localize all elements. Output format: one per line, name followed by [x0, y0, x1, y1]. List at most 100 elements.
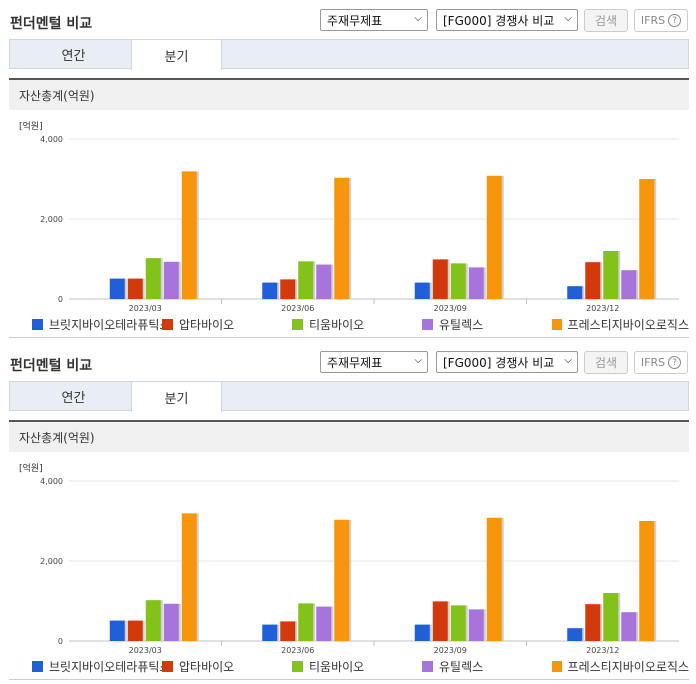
- statement-select[interactable]: 주재무제표 ⌵: [320, 351, 428, 373]
- bar: [298, 603, 314, 641]
- bar: [109, 278, 125, 299]
- legend-item[interactable]: 프레스티지바이오로직스: [552, 316, 689, 333]
- legend-label: 프레스티지바이오로직스: [567, 318, 689, 332]
- x-tick-label: 2023/03: [129, 304, 162, 313]
- y-tick-label: 4,000: [40, 477, 63, 486]
- legend-item[interactable]: 유틸렉스: [422, 316, 483, 333]
- legend-label: 유틸렉스: [439, 318, 484, 332]
- chart-header: 자산총계(억원): [9, 80, 689, 110]
- help-icon: ?: [668, 14, 682, 27]
- tab-annual[interactable]: 연간: [61, 390, 86, 406]
- x-tick-label: 2023/09: [434, 646, 467, 655]
- chevron-down-icon: ⌵: [414, 13, 422, 24]
- y-tick-label: 0: [58, 295, 63, 304]
- legend-item[interactable]: 브릿지바이오테라퓨틱스: [32, 658, 170, 675]
- bar: [163, 603, 179, 641]
- search-button[interactable]: 검색: [584, 351, 628, 374]
- bar: [280, 621, 296, 641]
- x-tick-label: 2023/06: [281, 646, 314, 655]
- bar: [432, 601, 448, 641]
- y-tick-label: 4,000: [40, 135, 63, 144]
- bar: [145, 258, 161, 299]
- help-icon: ?: [668, 356, 682, 369]
- legend-label: 티움바이오: [309, 660, 365, 674]
- legend-item[interactable]: 티움바이오: [292, 316, 364, 333]
- peer-select[interactable]: [FG000] 경쟁사 비교 ⌵: [436, 351, 578, 373]
- ifrs-help-button[interactable]: IFRS ?: [634, 9, 688, 32]
- period-tabs: 연간 분기: [9, 381, 689, 412]
- bar: [450, 605, 466, 641]
- legend-item[interactable]: 프레스티지바이오로직스: [552, 658, 689, 675]
- peer-select[interactable]: [FG000] 경쟁사 비교 ⌵: [436, 9, 578, 31]
- bar: [181, 171, 197, 299]
- y-tick-label: 0: [58, 637, 63, 646]
- tab-quarterly[interactable]: 분기: [131, 381, 222, 412]
- legend-item[interactable]: 브릿지바이오테라퓨틱스: [32, 316, 170, 333]
- x-tick-label: 2023/03: [129, 646, 162, 655]
- bar: [181, 513, 197, 641]
- bar: [603, 251, 619, 299]
- fundamental-panel-2: 펀더멘털 비교 주재무제표 ⌵ [FG000] 경쟁사 비교 ⌵ 검색 IFRS…: [0, 342, 696, 684]
- legend-label: 브릿지바이오테라퓨틱스: [49, 660, 171, 674]
- panel-title: 펀더멘털 비교: [10, 358, 93, 374]
- legend-item[interactable]: 티움바이오: [292, 658, 364, 675]
- tab-quarterly[interactable]: 분기: [131, 39, 222, 70]
- x-tick-label: 2023/12: [586, 304, 619, 313]
- legend-swatch: [162, 319, 173, 330]
- bar: [585, 262, 601, 299]
- bar: [298, 261, 314, 299]
- legend-swatch: [162, 661, 173, 672]
- bar: [414, 282, 430, 299]
- y-tick-label: 2,000: [40, 215, 63, 224]
- bar: [432, 259, 448, 299]
- y-unit-label: [억원]: [19, 462, 43, 474]
- bar: [639, 521, 655, 641]
- period-tabs: 연간 분기: [9, 39, 689, 70]
- chart-container: 자산총계(억원) [억원] 0 2,000 4,000 2023/03 2023/06 20…: [9, 78, 689, 338]
- legend-swatch: [292, 661, 303, 672]
- legend-item[interactable]: 압타바이오: [162, 316, 234, 333]
- bar: [127, 278, 143, 299]
- bar: [316, 606, 332, 641]
- bar: [414, 624, 430, 641]
- bar: [127, 620, 143, 641]
- total-assets-chart: [억원] 0 2,000 4,000 2023/03 2023/06 2023/09 2023…: [19, 462, 679, 655]
- bar: [468, 609, 484, 641]
- bar: [109, 620, 125, 641]
- legend-item[interactable]: 유틸렉스: [422, 658, 483, 675]
- chevron-down-icon: ⌵: [564, 13, 572, 24]
- legend-swatch: [422, 661, 433, 672]
- statement-select[interactable]: 주재무제표 ⌵: [320, 9, 428, 31]
- legend-label: 압타바이오: [179, 318, 235, 332]
- bar: [621, 270, 637, 299]
- chart-legend: 브릿지바이오테라퓨틱스 압타바이오 티움바이오 유틸렉스 프레스티지바이오로직스: [9, 316, 689, 334]
- search-button[interactable]: 검색: [584, 9, 628, 32]
- panel-title: 펀더멘털 비교: [10, 16, 93, 32]
- legend-swatch: [292, 319, 303, 330]
- bar: [262, 282, 278, 299]
- bar: [262, 624, 278, 641]
- y-tick-label: 2,000: [40, 557, 63, 566]
- fundamental-panel-1: 펀더멘털 비교 주재무제표 ⌵ [FG000] 경쟁사 비교 ⌵ 검색 IFRS…: [9, 9, 689, 338]
- y-unit-label: [억원]: [19, 120, 43, 132]
- ifrs-help-button[interactable]: IFRS ?: [634, 351, 688, 374]
- bar: [639, 179, 655, 299]
- bar: [567, 286, 583, 299]
- legend-item[interactable]: 압타바이오: [162, 658, 234, 675]
- x-tick-label: 2023/12: [586, 646, 619, 655]
- bar: [280, 279, 296, 299]
- legend-label: 티움바이오: [309, 318, 365, 332]
- legend-swatch: [422, 319, 433, 330]
- chart-legend: 브릿지바이오테라퓨틱스 압타바이오 티움바이오 유틸렉스 프레스티지바이오로직스: [9, 658, 689, 676]
- bar: [163, 261, 179, 299]
- bar: [621, 612, 637, 641]
- bar: [334, 519, 350, 641]
- bar: [603, 593, 619, 641]
- bar: [334, 177, 350, 299]
- legend-label: 브릿지바이오테라퓨틱스: [49, 318, 171, 332]
- bar: [450, 263, 466, 299]
- tab-annual[interactable]: 연간: [61, 48, 86, 64]
- x-tick-label: 2023/09: [434, 304, 467, 313]
- chevron-down-icon: ⌵: [414, 355, 422, 366]
- bar: [567, 628, 583, 641]
